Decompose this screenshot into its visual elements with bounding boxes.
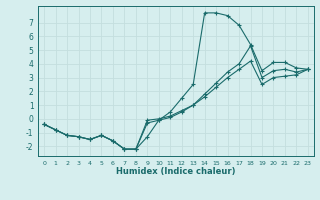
X-axis label: Humidex (Indice chaleur): Humidex (Indice chaleur)	[116, 167, 236, 176]
